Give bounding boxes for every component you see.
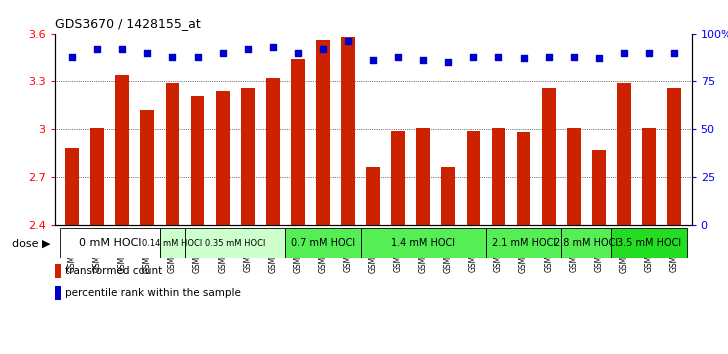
- Point: [443, 59, 454, 65]
- Point: [242, 46, 253, 52]
- Point: [191, 54, 203, 59]
- Bar: [215, 91, 229, 225]
- Bar: [55, 264, 61, 278]
- Bar: [291, 59, 305, 225]
- Point: [66, 54, 78, 59]
- Bar: [567, 128, 581, 225]
- Text: 0.7 mM HOCl: 0.7 mM HOCl: [291, 238, 355, 249]
- Point: [493, 54, 505, 59]
- Bar: [185, 228, 285, 258]
- Point: [141, 50, 153, 56]
- Bar: [141, 110, 154, 225]
- Bar: [486, 228, 561, 258]
- Bar: [366, 167, 380, 225]
- Text: GDS3670 / 1428155_at: GDS3670 / 1428155_at: [55, 17, 200, 30]
- Bar: [90, 128, 104, 225]
- Point: [618, 50, 630, 56]
- Point: [668, 50, 680, 56]
- Bar: [341, 37, 355, 225]
- Bar: [592, 150, 606, 225]
- Text: 3.5 mM HOCl: 3.5 mM HOCl: [617, 238, 681, 249]
- Bar: [160, 228, 185, 258]
- Bar: [66, 148, 79, 225]
- Text: 0.14 mM HOCl: 0.14 mM HOCl: [143, 239, 202, 248]
- Point: [92, 46, 103, 52]
- Point: [167, 54, 178, 59]
- Point: [217, 50, 229, 56]
- Text: 1.4 mM HOCl: 1.4 mM HOCl: [391, 238, 455, 249]
- Point: [116, 46, 128, 52]
- Bar: [60, 228, 160, 258]
- Point: [568, 54, 579, 59]
- Bar: [360, 228, 486, 258]
- Bar: [285, 228, 360, 258]
- Bar: [491, 128, 505, 225]
- Bar: [316, 40, 330, 225]
- Text: 2.1 mM HOCl: 2.1 mM HOCl: [491, 238, 555, 249]
- Point: [593, 56, 605, 61]
- Bar: [467, 131, 480, 225]
- Bar: [642, 128, 656, 225]
- Bar: [165, 83, 179, 225]
- Point: [267, 44, 279, 50]
- Bar: [517, 132, 531, 225]
- Text: dose ▶: dose ▶: [12, 238, 51, 249]
- Point: [342, 39, 354, 44]
- Bar: [116, 75, 129, 225]
- Text: 0 mM HOCl: 0 mM HOCl: [79, 238, 141, 249]
- Bar: [542, 88, 555, 225]
- Point: [643, 50, 654, 56]
- Point: [292, 50, 304, 56]
- Text: percentile rank within the sample: percentile rank within the sample: [66, 288, 241, 298]
- Point: [518, 56, 529, 61]
- Point: [467, 54, 479, 59]
- Bar: [561, 228, 612, 258]
- Bar: [191, 96, 205, 225]
- Point: [543, 54, 555, 59]
- Text: 0.35 mM HOCl: 0.35 mM HOCl: [205, 239, 265, 248]
- Bar: [266, 78, 280, 225]
- Point: [368, 58, 379, 63]
- Point: [317, 46, 329, 52]
- Bar: [416, 128, 430, 225]
- Point: [417, 58, 429, 63]
- Bar: [55, 286, 61, 300]
- Bar: [617, 83, 630, 225]
- Bar: [441, 167, 455, 225]
- Text: 2.8 mM HOCl: 2.8 mM HOCl: [554, 238, 618, 249]
- Text: transformed count: transformed count: [66, 266, 162, 276]
- Point: [392, 54, 404, 59]
- Bar: [241, 88, 255, 225]
- Bar: [391, 131, 405, 225]
- Bar: [667, 88, 681, 225]
- Bar: [612, 228, 687, 258]
